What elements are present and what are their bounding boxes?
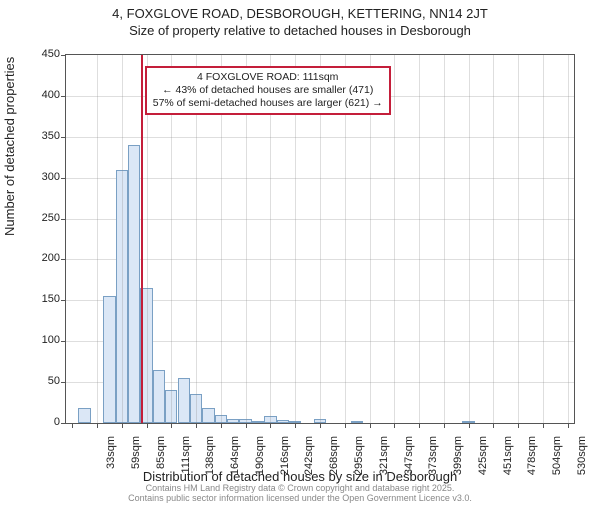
ytick-mark xyxy=(61,55,66,56)
xtick-mark xyxy=(196,423,197,428)
histogram-bar xyxy=(227,419,239,423)
histogram-bar xyxy=(202,408,214,423)
xtick-mark xyxy=(171,423,172,428)
xtick-mark xyxy=(518,423,519,428)
histogram-bar xyxy=(128,145,140,423)
gridline-vertical xyxy=(97,55,98,423)
xtick-mark xyxy=(568,423,569,428)
xtick-mark xyxy=(72,423,73,428)
ytick-mark xyxy=(61,300,66,301)
annotation-box: 4 FOXGLOVE ROAD: 111sqm← 43% of detached… xyxy=(145,66,391,115)
plot-area: 4 FOXGLOVE ROAD: 111sqm← 43% of detached… xyxy=(65,54,575,424)
ytick-label: 450 xyxy=(20,48,60,60)
xtick-mark xyxy=(97,423,98,428)
histogram-bar xyxy=(351,421,363,423)
gridline-vertical xyxy=(419,55,420,423)
ytick-mark xyxy=(61,341,66,342)
ytick-label: 100 xyxy=(20,334,60,346)
gridline-vertical xyxy=(543,55,544,423)
ytick-label: 200 xyxy=(20,252,60,264)
ytick-mark xyxy=(61,219,66,220)
histogram-bar xyxy=(103,296,115,423)
ytick-mark xyxy=(61,96,66,97)
xtick-mark xyxy=(469,423,470,428)
y-axis-label: Number of detached properties xyxy=(2,57,17,236)
xtick-mark xyxy=(345,423,346,428)
ytick-label: 300 xyxy=(20,171,60,183)
ytick-mark xyxy=(61,382,66,383)
annotation-line: 57% of semi-detached houses are larger (… xyxy=(153,97,383,110)
ytick-label: 150 xyxy=(20,293,60,305)
gridline-vertical xyxy=(469,55,470,423)
annotation-line: 4 FOXGLOVE ROAD: 111sqm xyxy=(153,71,383,84)
ytick-mark xyxy=(61,259,66,260)
histogram-bar xyxy=(277,420,289,423)
gridline-vertical xyxy=(394,55,395,423)
chart-title-line2: Size of property relative to detached ho… xyxy=(0,23,600,38)
xtick-mark xyxy=(543,423,544,428)
ytick-label: 0 xyxy=(20,416,60,428)
gridline-vertical xyxy=(518,55,519,423)
x-axis-label: Distribution of detached houses by size … xyxy=(0,469,600,484)
footer-attribution: Contains HM Land Registry data © Crown c… xyxy=(0,484,600,504)
xtick-mark xyxy=(270,423,271,428)
xtick-mark xyxy=(320,423,321,428)
gridline-vertical xyxy=(444,55,445,423)
chart-title-line1: 4, FOXGLOVE ROAD, DESBOROUGH, KETTERING,… xyxy=(0,6,600,21)
ytick-mark xyxy=(61,423,66,424)
annotation-line: ← 43% of detached houses are smaller (47… xyxy=(153,84,383,97)
ytick-label: 50 xyxy=(20,375,60,387)
xtick-mark xyxy=(221,423,222,428)
ytick-label: 400 xyxy=(20,89,60,101)
gridline-vertical xyxy=(493,55,494,423)
histogram-bar xyxy=(153,370,165,423)
ytick-label: 250 xyxy=(20,212,60,224)
ytick-mark xyxy=(61,178,66,179)
gridline-vertical xyxy=(568,55,569,423)
xtick-mark xyxy=(419,423,420,428)
xtick-mark xyxy=(444,423,445,428)
footer-line2: Contains public sector information licen… xyxy=(0,494,600,504)
xtick-mark xyxy=(370,423,371,428)
histogram-bar xyxy=(78,408,90,423)
property-marker-line xyxy=(141,55,143,423)
gridline-vertical xyxy=(122,55,123,423)
histogram-bar xyxy=(178,378,190,423)
xtick-mark xyxy=(246,423,247,428)
ytick-mark xyxy=(61,137,66,138)
ytick-label: 350 xyxy=(20,130,60,142)
xtick-mark xyxy=(122,423,123,428)
histogram-bar xyxy=(252,421,264,423)
xtick-mark xyxy=(147,423,148,428)
xtick-mark xyxy=(493,423,494,428)
xtick-mark xyxy=(394,423,395,428)
xtick-mark xyxy=(295,423,296,428)
